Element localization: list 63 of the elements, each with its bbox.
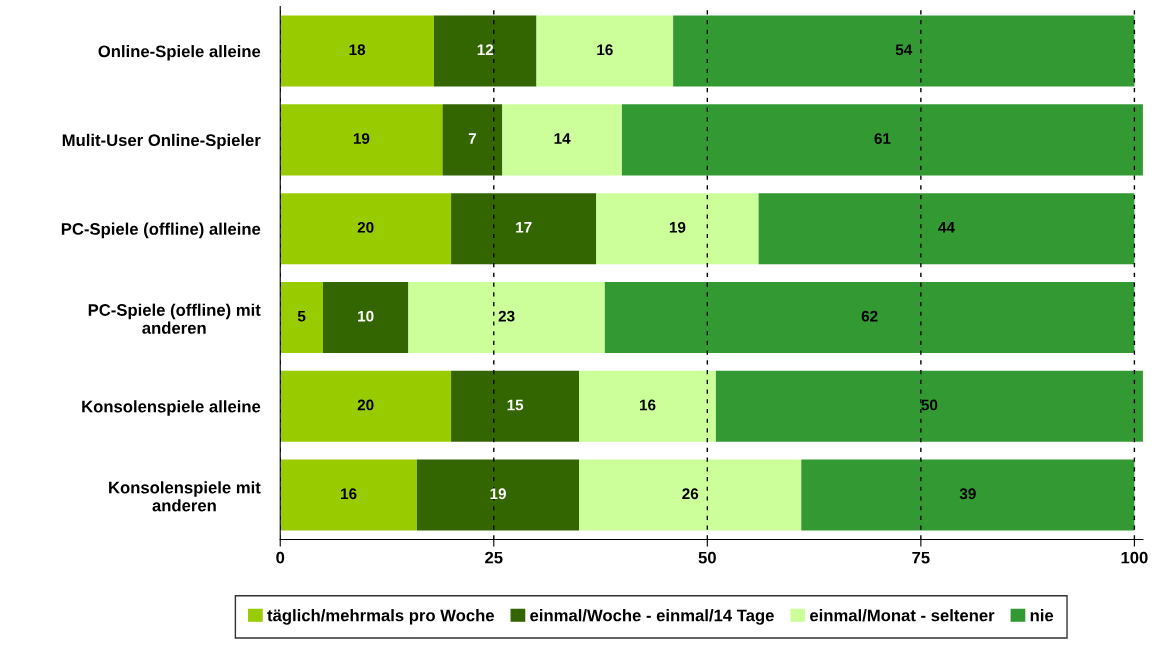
x-tick-label: 100 <box>1121 551 1148 564</box>
data-label: 54 <box>895 44 913 56</box>
data-label: 44 <box>938 222 955 233</box>
bar <box>451 193 597 265</box>
bar <box>280 281 323 353</box>
bar <box>673 15 1135 87</box>
x-tick-label: 50 <box>698 551 716 564</box>
bar <box>442 104 503 176</box>
data-label: 10 <box>358 310 374 322</box>
bar <box>579 459 802 531</box>
data-label: 62 <box>861 310 878 322</box>
data-label: 19 <box>490 488 506 500</box>
bar <box>758 193 1135 265</box>
bar <box>596 193 759 265</box>
x-tick-label: 75 <box>912 551 930 564</box>
data-label: 12 <box>477 44 494 56</box>
y-tick-label: Konsolenspiele alleine <box>82 400 261 416</box>
x-tick-label: 0 <box>276 551 285 564</box>
bar <box>715 370 1143 442</box>
data-label: 20 <box>357 221 374 233</box>
bar <box>536 15 674 87</box>
legend-label: einmal/Monat - seltener <box>810 609 995 622</box>
bar <box>579 370 716 442</box>
bar <box>621 104 1143 176</box>
bar <box>280 104 443 176</box>
y-tick-label: PC-Spiele (offline) mit anderen <box>88 303 261 334</box>
data-label: 5 <box>297 310 306 322</box>
bar <box>801 459 1135 531</box>
bar <box>322 281 409 353</box>
data-label: 16 <box>341 488 357 500</box>
data-label: 18 <box>349 44 366 56</box>
data-label: 15 <box>507 399 524 411</box>
data-label: 19 <box>669 221 686 233</box>
y-tick-label: PC-Spiele (offline) alleine <box>61 222 261 239</box>
data-label: 16 <box>639 399 656 411</box>
bar <box>280 459 417 531</box>
legend-label: täglich/mehrmals pro Woche <box>267 609 495 625</box>
bar <box>280 193 452 265</box>
y-tick-label: Online-Spiele alleine <box>98 45 261 61</box>
data-label: 39 <box>959 488 976 500</box>
y-tick-label: Konsolenspiele mit anderen <box>109 481 261 512</box>
bar <box>408 281 605 353</box>
legend-label: einmal/Woche - einmal/14 Tage <box>530 609 774 625</box>
bar <box>502 104 622 176</box>
data-label: 16 <box>597 44 613 56</box>
x-tick-label: 25 <box>485 551 503 564</box>
bar <box>451 370 580 442</box>
data-label: 17 <box>516 222 532 233</box>
bar <box>280 370 452 442</box>
data-label: 26 <box>682 488 699 500</box>
bar <box>280 15 434 87</box>
data-label: 23 <box>498 310 515 322</box>
data-label: 19 <box>353 133 370 144</box>
data-label: 50 <box>921 399 938 411</box>
data-label: 7 <box>468 133 476 144</box>
bar <box>433 15 537 87</box>
bar <box>604 281 1135 353</box>
legend-label: nie <box>1030 609 1054 622</box>
bar <box>416 459 580 531</box>
data-label: 20 <box>357 399 374 411</box>
y-tick-label: Mulit-User Online-Spieler <box>62 133 261 150</box>
data-label: 14 <box>554 133 571 144</box>
data-label: 61 <box>874 133 891 144</box>
